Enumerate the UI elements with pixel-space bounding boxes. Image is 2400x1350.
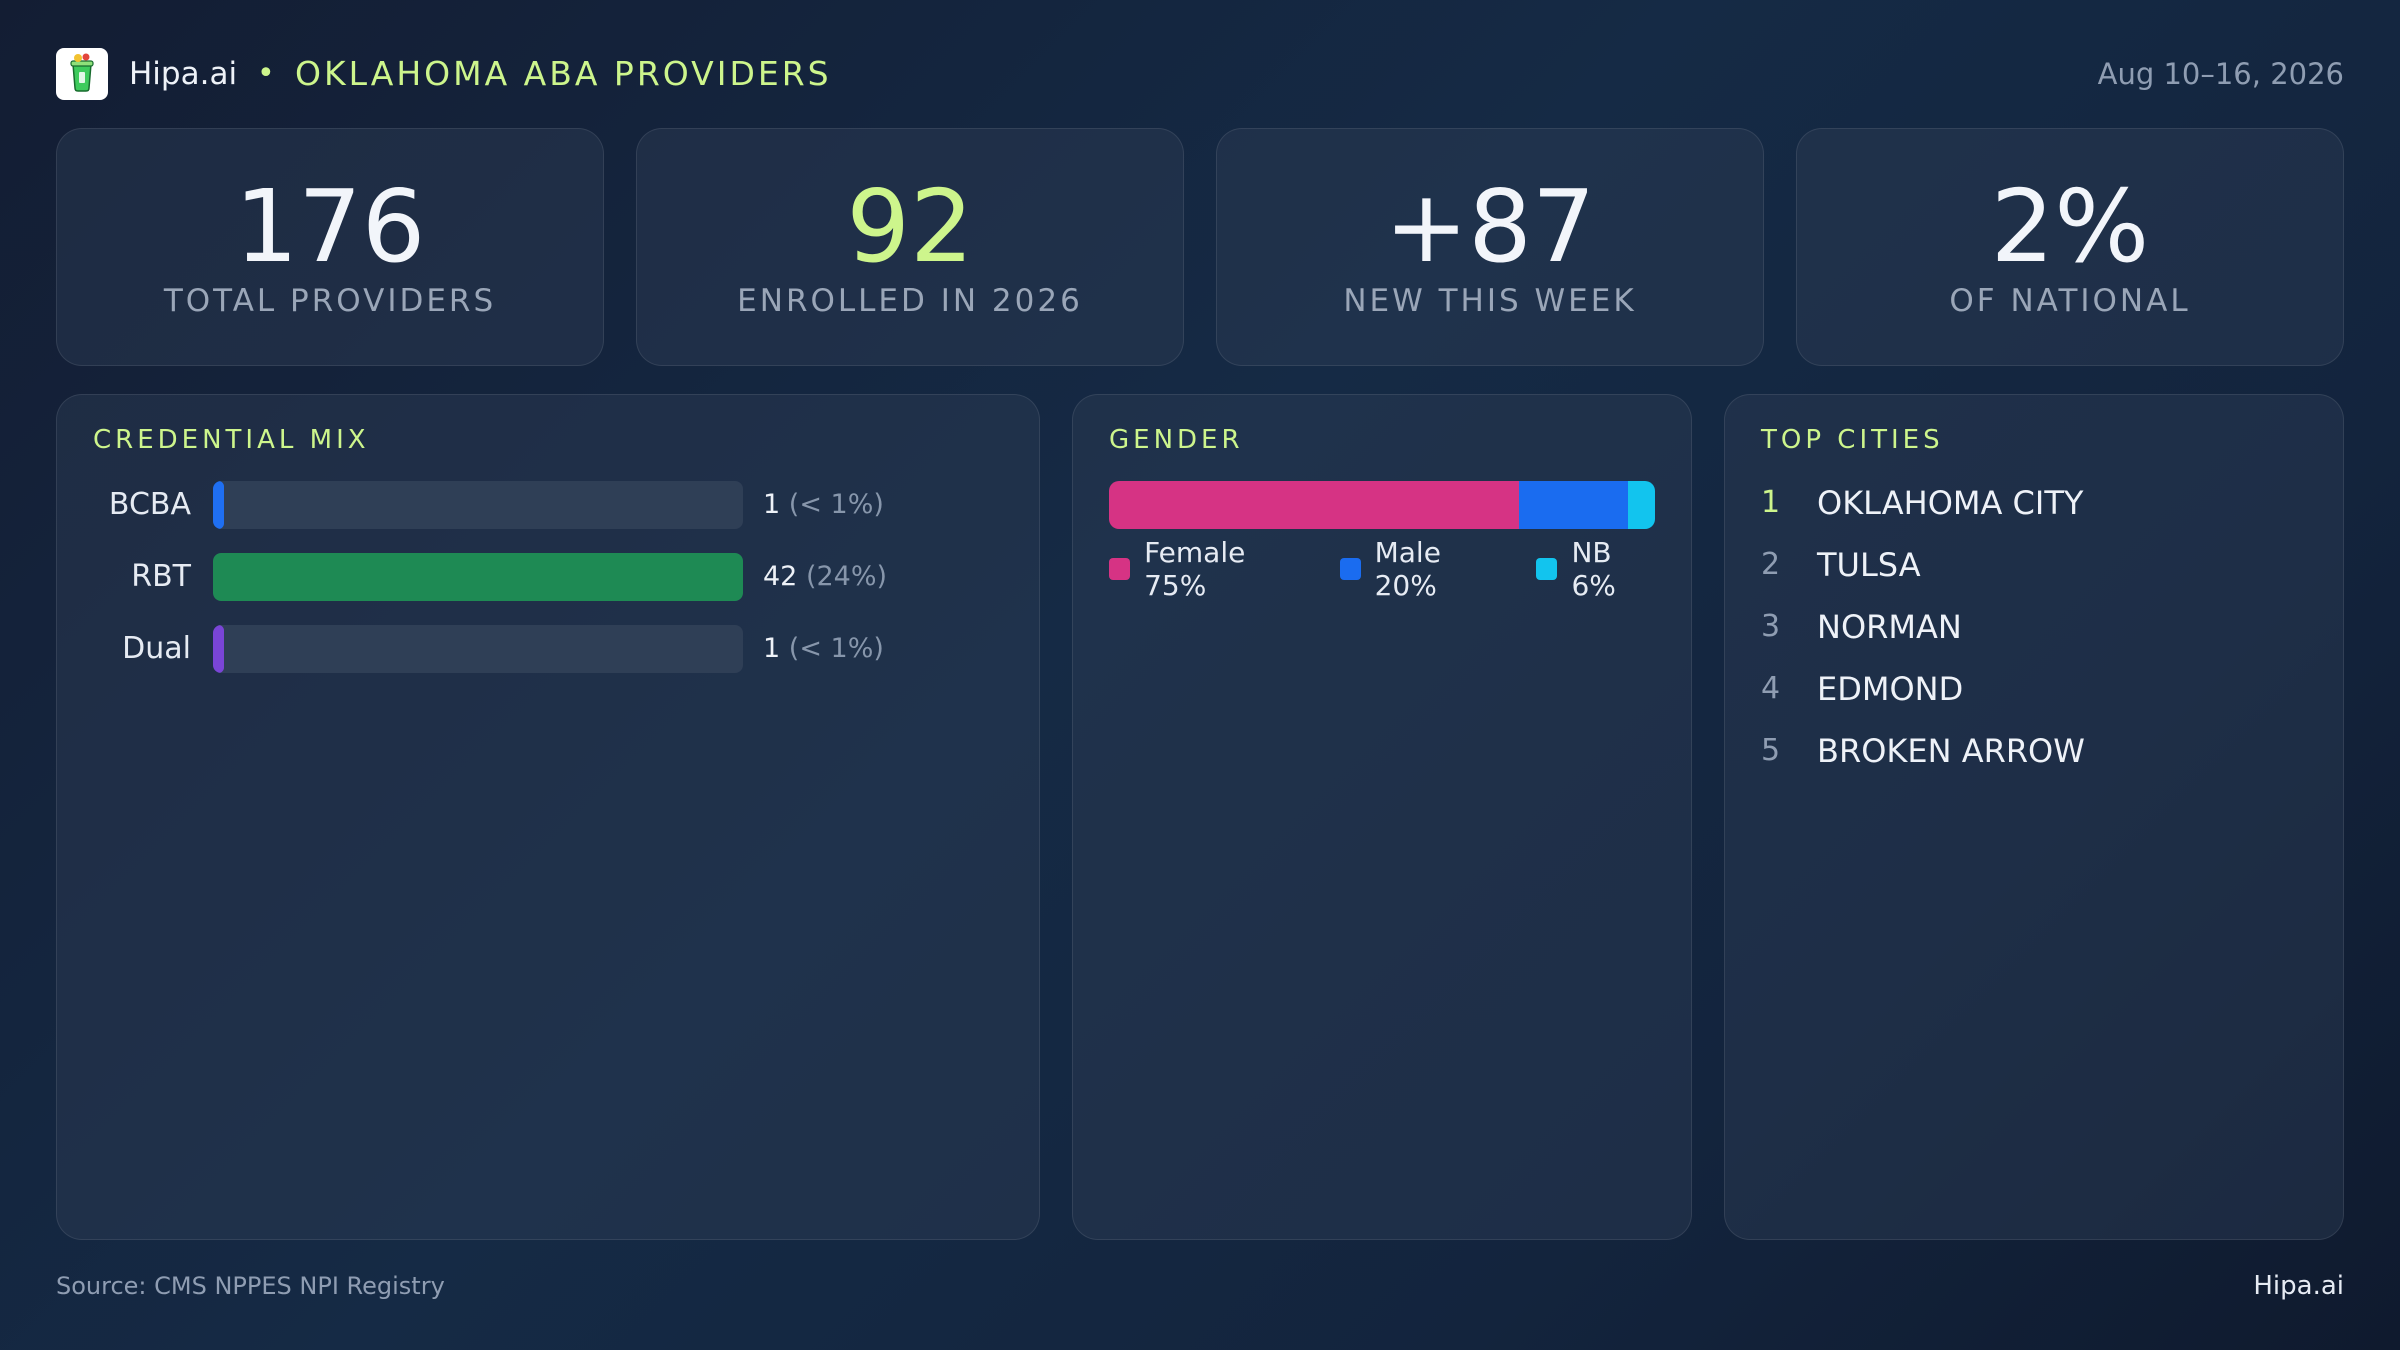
panel-title: TOP CITIES — [1761, 425, 1944, 455]
stat-value: 92 — [846, 168, 974, 285]
stat-card-new-this-week: +87 NEW THIS WEEK — [1216, 128, 1764, 366]
credential-bar-fill — [213, 625, 224, 673]
stat-card-of-national: 2% OF NATIONAL — [1796, 128, 2344, 366]
city-name: BROKEN ARROW — [1817, 732, 2085, 770]
stat-card-total-providers: 176 TOTAL PROVIDERS — [56, 128, 604, 366]
stat-value: 2% — [1990, 168, 2150, 285]
city-list-item: 5 BROKEN ARROW — [1761, 727, 2361, 775]
legend-label: Male 20% — [1374, 536, 1441, 602]
gender-segment-male — [1518, 481, 1628, 529]
date-range: Aug 10–16, 2026 — [2097, 57, 2344, 91]
city-name: EDMOND — [1817, 670, 1964, 708]
credential-percent: (24%) — [805, 561, 888, 592]
city-list-item: 4 EDMOND — [1761, 665, 2361, 713]
gender-legend: Female 75% Male 20% NB 6% — [1109, 536, 1691, 602]
credential-label: BCBA — [108, 487, 191, 522]
credential-percent: (< 1%) — [788, 633, 884, 664]
credential-row-bcba: BCBA 1 (< 1%) — [57, 481, 1037, 529]
gender-segment-nb — [1627, 481, 1655, 529]
stat-label: OF NATIONAL — [1949, 283, 2191, 319]
stat-label: NEW THIS WEEK — [1343, 283, 1637, 319]
stat-value: 176 — [234, 168, 426, 285]
legend-item-nb: NB 6% — [1536, 536, 1661, 602]
stat-label: ENROLLED IN 2026 — [737, 283, 1083, 319]
credential-bar-track — [213, 481, 743, 529]
brand-name: Hipa.ai — [129, 56, 238, 92]
credential-row-rbt: RBT 42 (24%) — [57, 553, 1037, 601]
source-note: Source: CMS NPPES NPI Registry — [56, 1272, 445, 1300]
credential-count: 42 — [763, 561, 798, 592]
stat-label: TOTAL PROVIDERS — [163, 283, 497, 319]
legend-swatch — [1339, 558, 1361, 580]
credential-bar-fill — [213, 553, 743, 601]
legend-label: NB 6% — [1571, 536, 1616, 602]
legend-item-female: Female 75% — [1109, 536, 1310, 602]
city-rank: 5 — [1761, 733, 1781, 768]
credential-bar-track — [213, 553, 743, 601]
credential-bar-fill — [213, 481, 224, 529]
legend-item-male: Male 20% — [1339, 536, 1507, 602]
legend-swatch — [1536, 558, 1558, 580]
city-rank: 1 — [1761, 485, 1781, 520]
panel-title: GENDER — [1109, 425, 1244, 455]
credential-mix-panel: CREDENTIAL MIX BCBA 1 (< 1%) RBT 42 (24%… — [56, 394, 1040, 1240]
city-rank: 2 — [1761, 547, 1781, 582]
credential-label: RBT — [131, 559, 191, 594]
panel-title: CREDENTIAL MIX — [93, 425, 370, 455]
credential-bar-track — [213, 625, 743, 673]
credential-count: 1 — [763, 633, 781, 664]
legend-label: Female 75% — [1144, 536, 1246, 602]
gender-segment-female — [1109, 481, 1519, 529]
top-cities-panel: TOP CITIES 1 OKLAHOMA CITY 2 TULSA 3 NOR… — [1724, 394, 2344, 1240]
report-title: OKLAHOMA ABA PROVIDERS — [295, 54, 832, 93]
city-list-item: 2 TULSA — [1761, 541, 2361, 589]
city-rank: 3 — [1761, 609, 1781, 644]
stat-value: +87 — [1384, 168, 1596, 285]
stat-card-enrolled: 92 ENROLLED IN 2026 — [636, 128, 1184, 366]
credential-row-dual: Dual 1 (< 1%) — [57, 625, 1037, 673]
credential-percent: (< 1%) — [788, 489, 884, 520]
city-rank: 4 — [1761, 671, 1781, 706]
city-name: OKLAHOMA CITY — [1817, 484, 2084, 522]
city-list-item: 1 OKLAHOMA CITY — [1761, 479, 2361, 527]
title-separator: • — [257, 56, 275, 91]
app-logo-icon — [56, 48, 108, 100]
gender-stacked-bar — [1109, 481, 1655, 529]
credential-count: 1 — [763, 489, 781, 520]
credential-label: Dual — [122, 631, 191, 666]
city-name: NORMAN — [1817, 608, 1962, 646]
legend-swatch — [1109, 558, 1131, 580]
footer-brand: Hipa.ai — [2253, 1271, 2344, 1301]
gender-panel: GENDER Female 75% Male 20% NB 6% — [1072, 394, 1692, 1240]
credential-value: 1 (< 1%) — [763, 625, 884, 673]
city-list-item: 3 NORMAN — [1761, 603, 2361, 651]
city-name: TULSA — [1817, 546, 1921, 584]
credential-value: 1 (< 1%) — [763, 481, 884, 529]
header: Hipa.ai • OKLAHOMA ABA PROVIDERS Aug 10–… — [56, 46, 2344, 102]
credential-value: 42 (24%) — [763, 553, 887, 601]
